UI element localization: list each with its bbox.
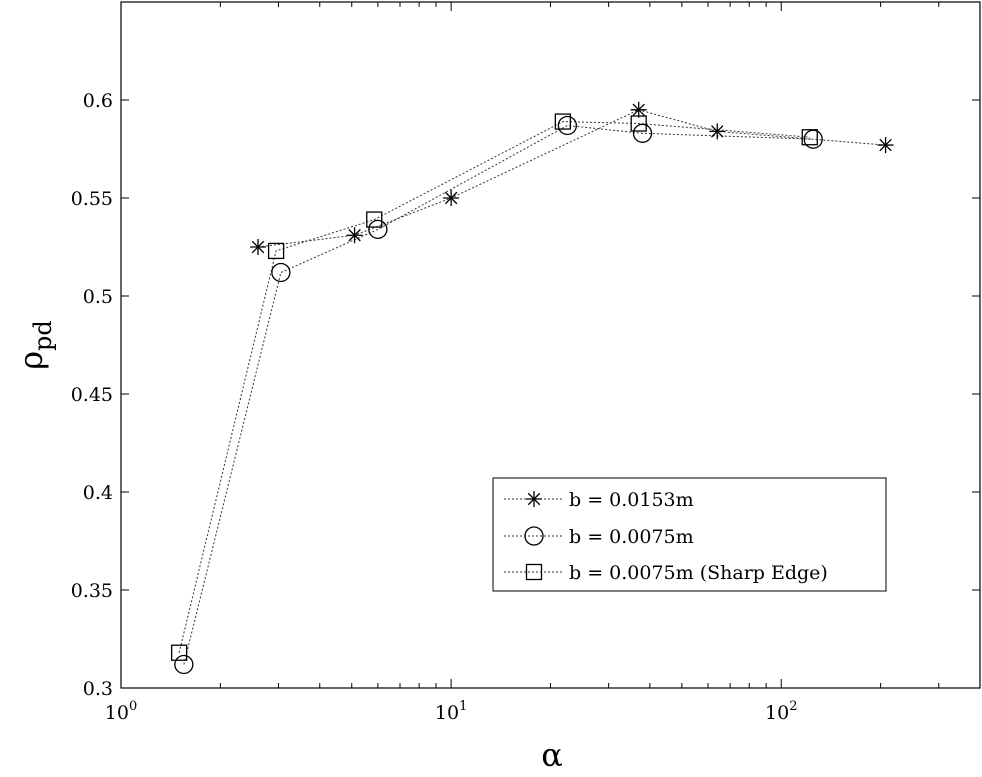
series-line-square (178, 121, 810, 653)
legend-label: b = 0.0075m (Sharp Edge) (569, 562, 828, 584)
y-tick-label: 0.3 (83, 678, 113, 700)
series-line-asterisk (257, 109, 886, 248)
legend-marker-square (525, 563, 543, 581)
series-markers (170, 101, 894, 675)
y-tick-label: 0.45 (71, 384, 113, 406)
data-point-circle (368, 219, 388, 240)
data-point-square (366, 211, 383, 228)
x-tick-label: 102 (765, 699, 797, 724)
series-lines (178, 109, 886, 665)
data-point-asterisk (709, 123, 726, 140)
series-line-circle (183, 124, 814, 665)
data-point-asterisk (443, 190, 460, 206)
x-tick-label: 101 (435, 699, 467, 724)
y-axis-title-main: ρ (12, 351, 50, 370)
y-tick-label: 0.55 (71, 188, 113, 210)
legend: b = 0.0153m b = 0.0075m b = 0.0075m (Sharp… (492, 477, 887, 592)
y-axis-title-subscript: pd (29, 320, 57, 351)
data-point-circle (271, 262, 291, 283)
x-tick-label-exponent: 0 (129, 699, 137, 714)
data-point-circle (557, 115, 578, 136)
y-tick-label: 0.4 (83, 482, 113, 504)
data-point-asterisk (630, 101, 647, 118)
x-tick-label-base: 10 (765, 702, 789, 724)
legend-marker-asterisk (526, 491, 542, 507)
x-tick-label-exponent: 2 (789, 699, 797, 714)
y-axis-title: ρpd (12, 320, 57, 370)
y-tick-label: 0.35 (71, 580, 113, 602)
x-axis-title: α (541, 736, 563, 774)
legend-box (492, 477, 887, 592)
x-tick-label-base: 10 (105, 702, 129, 724)
data-point-circle (632, 123, 653, 143)
y-tick-label: 0.6 (83, 90, 113, 112)
data-point-square (630, 115, 647, 132)
y-tick-label: 0.5 (83, 286, 113, 308)
data-point-asterisk (249, 239, 266, 255)
legend-label: b = 0.0075m (569, 526, 694, 548)
legend-label: b = 0.0153m (569, 489, 694, 511)
data-point-asterisk (877, 137, 894, 154)
data-point-asterisk (346, 227, 363, 244)
x-tick-label: 100 (105, 699, 137, 724)
legend-marker-circle (524, 526, 544, 546)
data-point-square (801, 129, 818, 146)
x-tick-label-exponent: 1 (459, 699, 467, 714)
data-point-circle (174, 654, 194, 675)
data-point-square (170, 644, 188, 661)
x-tick-label-base: 10 (435, 702, 459, 724)
data-point-square (554, 113, 572, 130)
data-point-square (267, 242, 285, 260)
